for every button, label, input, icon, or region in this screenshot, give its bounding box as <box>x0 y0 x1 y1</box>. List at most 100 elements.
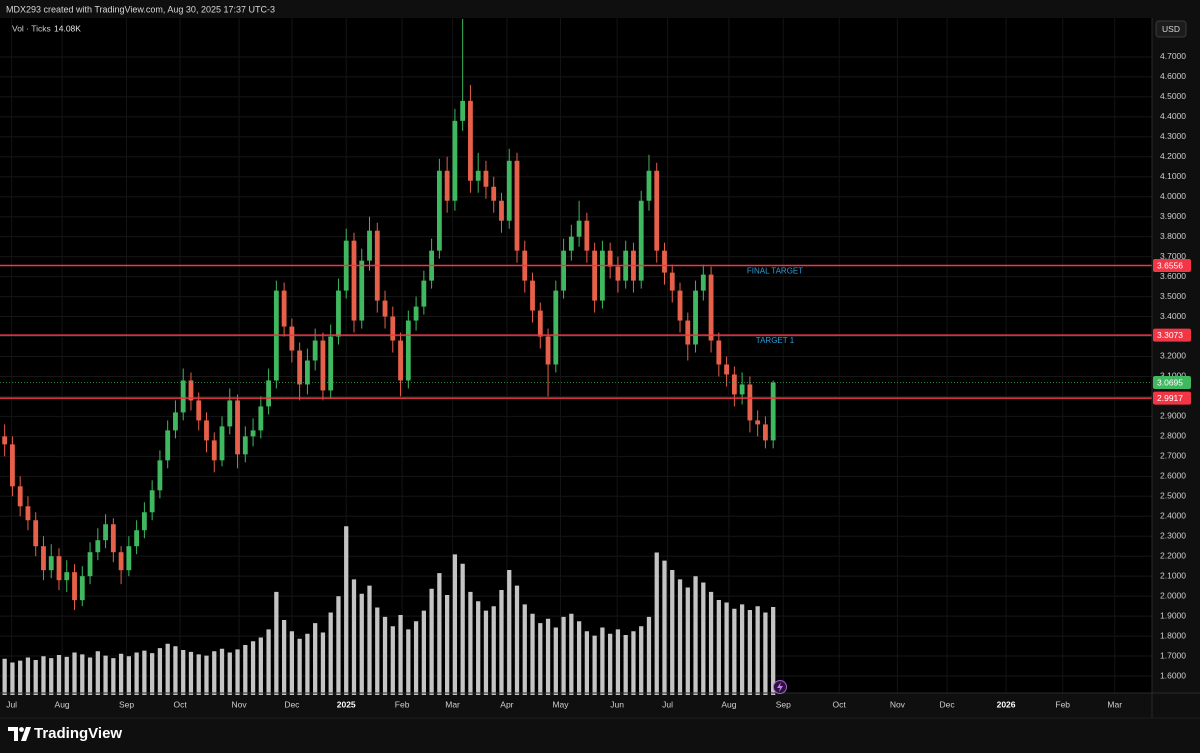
candle-body <box>669 272 675 291</box>
volume-bar <box>181 650 186 695</box>
volume-bar <box>142 650 147 695</box>
candle-body <box>638 200 644 281</box>
candle-body <box>157 460 163 491</box>
candle-body <box>677 290 683 321</box>
volume-bar <box>615 629 621 695</box>
volume-bar <box>522 604 527 695</box>
volume-pane <box>2 526 776 695</box>
candle-body <box>693 290 698 345</box>
y-tick-label: 4.1000 <box>1160 171 1186 181</box>
volume-bar <box>328 612 333 695</box>
candle-body <box>328 336 334 391</box>
candle-body <box>708 274 714 341</box>
volume-bar <box>452 554 458 695</box>
x-tick-label: May <box>552 699 569 709</box>
volume-bar <box>219 648 225 695</box>
candle-body <box>258 406 264 431</box>
volume-bar <box>708 591 714 695</box>
lightning-glyph <box>777 682 783 692</box>
candle-body <box>491 186 497 201</box>
footer-logo: TradingView <box>8 725 122 742</box>
volume-bar <box>212 651 217 695</box>
volume-bar <box>763 612 768 695</box>
volume-bar <box>72 652 77 695</box>
candle-body <box>25 506 31 521</box>
candle-body <box>646 170 652 201</box>
y-tick-label: 1.8000 <box>1160 630 1186 640</box>
y-tick-label: 1.6000 <box>1160 670 1186 680</box>
candle-body <box>460 100 466 121</box>
x-tick-label: Sep <box>776 699 791 709</box>
candle-body <box>180 380 186 413</box>
x-tick-label: 2025 <box>337 699 356 709</box>
candle-body <box>266 380 271 407</box>
candle-body <box>56 556 62 581</box>
volume-bar <box>639 626 644 695</box>
x-tick-label: Feb <box>1055 699 1070 709</box>
volume-bar <box>118 653 124 695</box>
candle-body <box>390 316 396 341</box>
y-tick-label: 4.5000 <box>1160 91 1186 101</box>
last-price-label: 3.0695 <box>1157 377 1183 387</box>
volume-bar <box>204 655 209 695</box>
x-tick-label: Mar <box>1107 699 1122 709</box>
volume-bar <box>56 655 62 695</box>
candle-body <box>10 444 15 487</box>
plot-area <box>0 18 1152 693</box>
volume-bar <box>468 591 473 695</box>
currency-box[interactable] <box>1155 20 1187 38</box>
candle-body <box>413 306 419 321</box>
volume-bar <box>460 563 465 695</box>
volume-bar <box>662 560 667 695</box>
volume-bar <box>336 596 341 695</box>
y-tick-label: 4.4000 <box>1160 111 1186 121</box>
candle-body <box>747 384 753 421</box>
x-tick-label: Jul <box>662 699 673 709</box>
y-tick-label: 2.4000 <box>1160 511 1186 521</box>
volume-bar <box>111 658 116 695</box>
volume-bar <box>157 648 163 695</box>
y-tick-label: 1.9000 <box>1160 610 1186 620</box>
volume-bar <box>677 579 683 695</box>
volume-bar <box>320 632 326 695</box>
x-tick-label: Oct <box>833 699 847 709</box>
volume-bar <box>64 656 69 695</box>
volume-bar <box>274 591 279 695</box>
volume-bar <box>297 638 302 695</box>
candle-body <box>599 250 605 301</box>
volume-bar <box>87 657 93 695</box>
time-axis: Jul Aug Sep Oct Nov Dec 2025 Feb Mar Apr May Jun Jul… <box>6 699 1122 709</box>
volume-bar <box>173 646 178 695</box>
candle-body <box>242 436 248 455</box>
x-tick-label: Mar <box>445 699 460 709</box>
candle-body <box>134 530 140 547</box>
volume-bar <box>631 631 636 695</box>
candle-body <box>173 412 178 431</box>
candle-body <box>250 430 256 437</box>
candle-body <box>17 486 23 507</box>
candle-body <box>110 524 116 553</box>
volume-bar <box>608 633 613 695</box>
candle-body <box>227 400 233 427</box>
volume-bar <box>367 585 372 695</box>
candle-body <box>537 310 543 337</box>
level-name: TARGET 1 <box>756 336 795 345</box>
volume-bar <box>747 610 753 695</box>
candle-body <box>204 420 209 441</box>
volume-bar <box>623 635 628 695</box>
x-tick-label: Nov <box>232 699 248 709</box>
volume-readout: 14.08K <box>54 23 81 33</box>
x-tick-label: Dec <box>939 699 955 709</box>
volume-bar <box>646 616 652 695</box>
candle-body <box>700 274 706 291</box>
volume-bar <box>188 651 194 695</box>
candle-body <box>731 374 737 395</box>
volume-bar <box>654 552 659 695</box>
y-tick-label: 2.3000 <box>1160 530 1186 540</box>
volume-bar <box>95 651 100 695</box>
candle-body <box>576 220 582 237</box>
volume-bar <box>33 660 38 695</box>
level-price-box <box>1153 328 1191 342</box>
